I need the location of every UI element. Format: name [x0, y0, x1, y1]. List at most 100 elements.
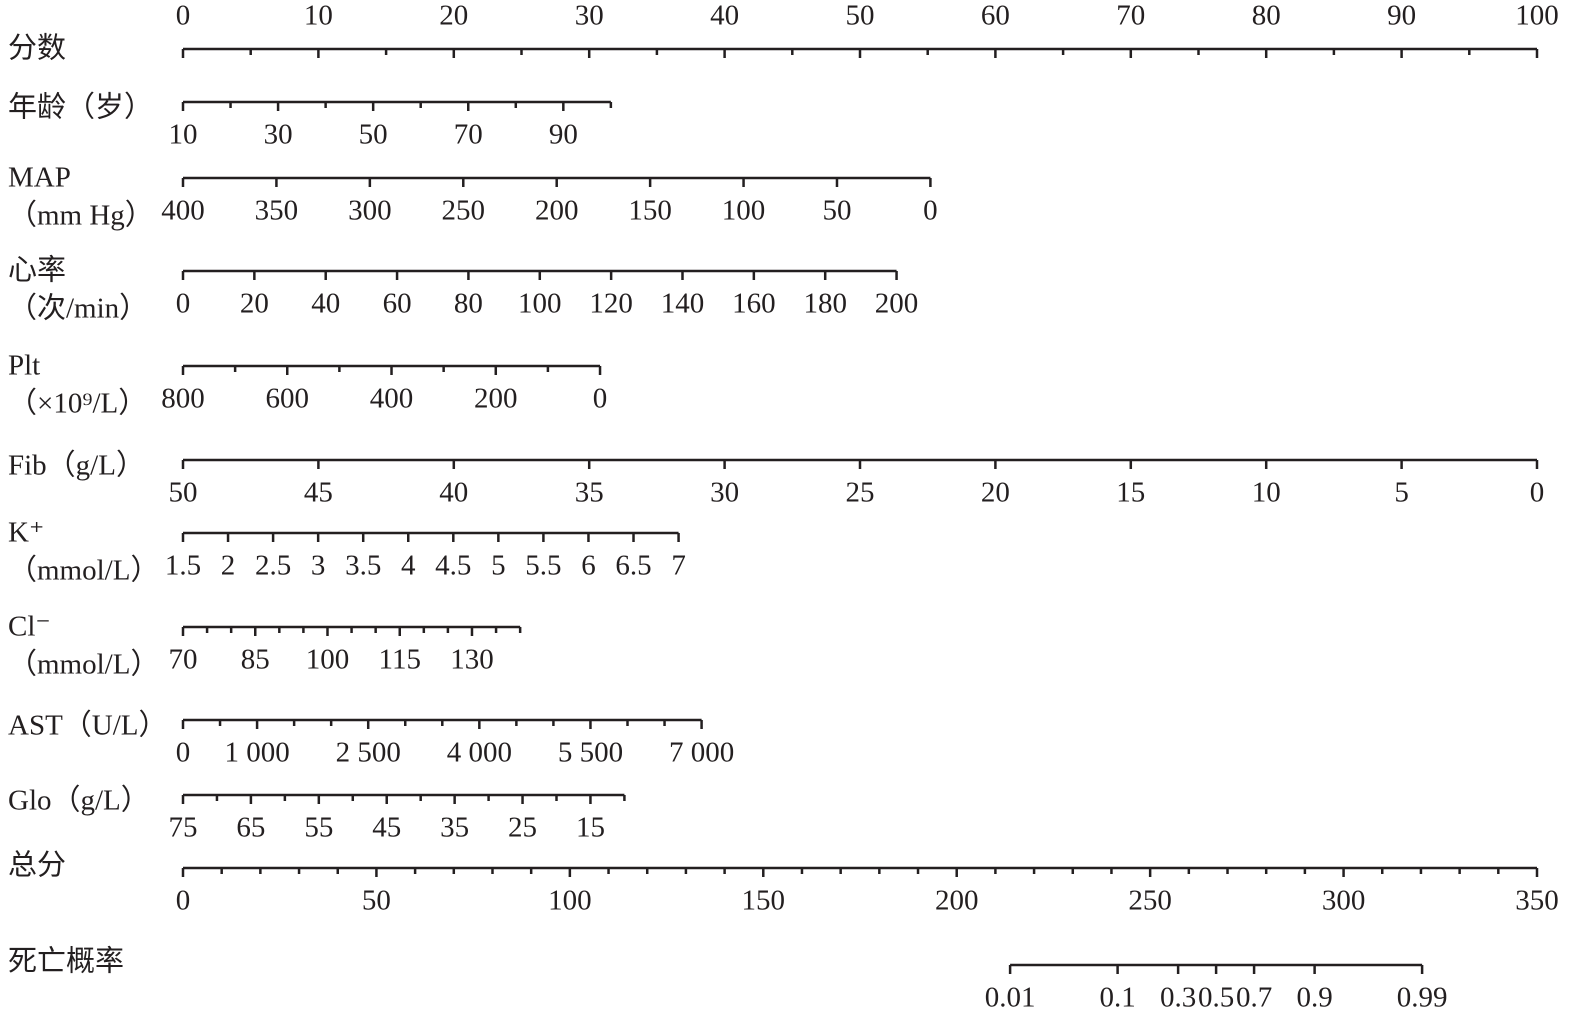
tick-label: 350 [255, 195, 299, 227]
tick-label: 3.5 [345, 550, 381, 582]
tick-label: 40 [710, 0, 739, 32]
tick-label: 40 [439, 477, 468, 509]
tick-label: 0 [176, 288, 191, 320]
tick-label: 130 [450, 644, 494, 676]
tick-label: 100 [722, 195, 766, 227]
row-label: 总分 [8, 849, 66, 882]
row-label: 死亡概率 [8, 945, 124, 978]
tick-label: 70 [454, 119, 483, 151]
tick-label: 0 [593, 383, 608, 415]
tick-label: 0 [176, 885, 191, 917]
tick-label: 10 [1252, 477, 1281, 509]
row-label: Cl⁻ [8, 611, 51, 643]
tick-label: 600 [266, 383, 310, 415]
tick-label: 60 [383, 288, 412, 320]
tick-label: 350 [1515, 885, 1559, 917]
tick-label: 90 [1387, 0, 1416, 32]
tick-label: 5 500 [558, 737, 623, 769]
tick-label: 0 [1530, 477, 1545, 509]
tick-label: 0 [176, 737, 191, 769]
tick-label: 4.5 [435, 550, 471, 582]
tick-label: 200 [535, 195, 579, 227]
tick-label: 55 [304, 812, 333, 844]
tick-label: 200 [875, 288, 919, 320]
tick-label: 0 [176, 0, 191, 32]
tick-label: 4 [401, 550, 416, 582]
tick-label: 0.99 [1397, 982, 1448, 1014]
tick-label: 5 [1394, 477, 1409, 509]
tick-label: 800 [161, 383, 205, 415]
tick-label: 50 [846, 0, 875, 32]
tick-label: 4 000 [447, 737, 512, 769]
tick-label: 300 [348, 195, 392, 227]
tick-label: 90 [549, 119, 578, 151]
tick-label: 160 [732, 288, 776, 320]
tick-label: 250 [1128, 885, 1172, 917]
row-label: K⁺ [8, 517, 44, 549]
tick-label: 115 [379, 644, 421, 676]
tick-label: 25 [846, 477, 875, 509]
tick-label: 0.7 [1236, 982, 1272, 1014]
tick-label: 30 [710, 477, 739, 509]
row-label: （×10⁹/L） [8, 388, 147, 420]
tick-label: 25 [508, 812, 537, 844]
row-label: Glo（g/L） [8, 785, 150, 817]
tick-label: 150 [628, 195, 672, 227]
tick-label: 6.5 [615, 550, 651, 582]
tick-label: 180 [803, 288, 847, 320]
row-label: 分数 [8, 32, 66, 65]
tick-label: 3 [311, 550, 326, 582]
tick-label: 15 [576, 812, 605, 844]
tick-label: 10 [169, 119, 198, 151]
tick-label: 250 [442, 195, 486, 227]
tick-label: 120 [589, 288, 633, 320]
tick-label: 0.01 [985, 982, 1036, 1014]
tick-label: 70 [1116, 0, 1145, 32]
tick-label: 75 [169, 812, 198, 844]
tick-label: 400 [161, 195, 205, 227]
tick-label: 200 [474, 383, 518, 415]
row-label: 年龄（岁） [8, 91, 153, 124]
tick-label: 50 [359, 119, 388, 151]
tick-label: 0.9 [1296, 982, 1332, 1014]
tick-label: 45 [304, 477, 333, 509]
tick-label: 0.3 [1160, 982, 1196, 1014]
tick-label: 80 [1252, 0, 1281, 32]
tick-label: 7 000 [669, 737, 734, 769]
tick-label: 40 [311, 288, 340, 320]
row-label: MAP [8, 162, 71, 194]
tick-label: 0.5 [1198, 982, 1234, 1014]
tick-label: 5.5 [525, 550, 561, 582]
tick-label: 2 500 [336, 737, 401, 769]
tick-label: 80 [454, 288, 483, 320]
tick-label: 6 [581, 550, 596, 582]
tick-label: 100 [1515, 0, 1559, 32]
tick-label: 100 [548, 885, 592, 917]
row-label: Fib（g/L） [8, 450, 145, 482]
tick-label: 2 [221, 550, 236, 582]
tick-label: 30 [264, 119, 293, 151]
tick-label: 60 [981, 0, 1010, 32]
tick-label: 140 [661, 288, 705, 320]
tick-label: 1 000 [224, 737, 289, 769]
tick-label: 20 [240, 288, 269, 320]
row-label: AST（U/L） [8, 710, 168, 742]
tick-label: 150 [742, 885, 786, 917]
tick-label: 50 [362, 885, 391, 917]
tick-label: 20 [439, 0, 468, 32]
row-label: （mmol/L） [8, 555, 159, 587]
tick-label: 30 [575, 0, 604, 32]
tick-label: 45 [372, 812, 401, 844]
tick-label: 50 [822, 195, 851, 227]
tick-label: 400 [370, 383, 414, 415]
tick-label: 20 [981, 477, 1010, 509]
tick-label: 0 [923, 195, 938, 227]
tick-label: 70 [169, 644, 198, 676]
row-label: Plt [8, 350, 40, 382]
tick-label: 10 [304, 0, 333, 32]
row-label: （mmol/L） [8, 649, 159, 681]
tick-label: 50 [169, 477, 198, 509]
row-label: （次/min） [8, 292, 148, 325]
tick-label: 300 [1322, 885, 1366, 917]
